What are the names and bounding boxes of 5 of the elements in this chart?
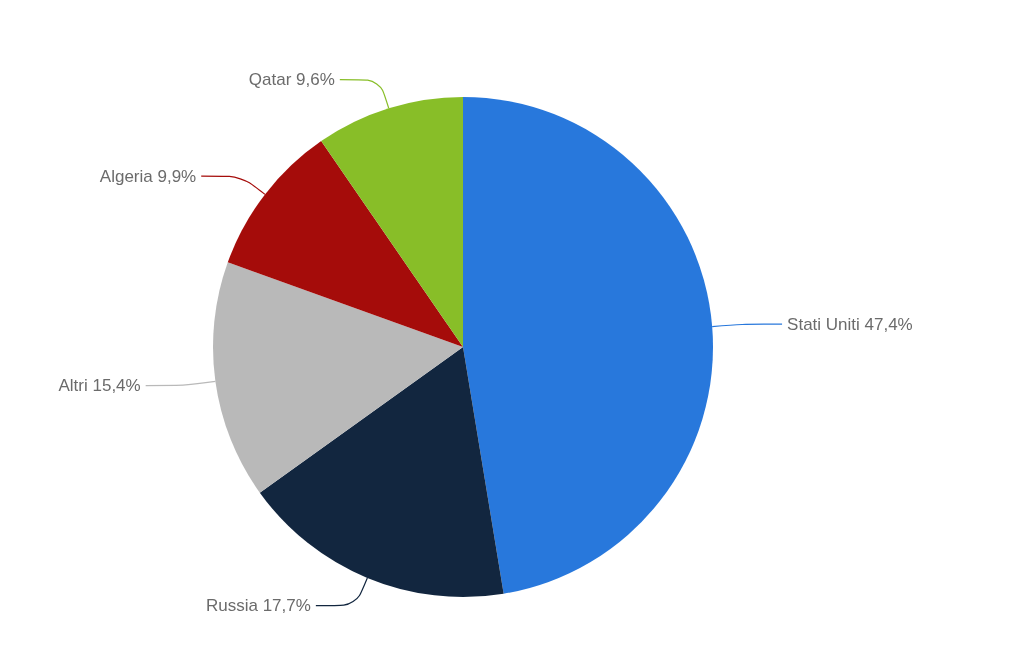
slice-label: Qatar 9,6% (248, 70, 335, 90)
slice-label: Stati Uniti 47,4% (787, 314, 913, 334)
slice-label: Russia 17,7% (205, 596, 311, 616)
slice-label: Altri 15,4% (58, 376, 141, 396)
slice-label: Algeria 9,9% (99, 166, 197, 186)
